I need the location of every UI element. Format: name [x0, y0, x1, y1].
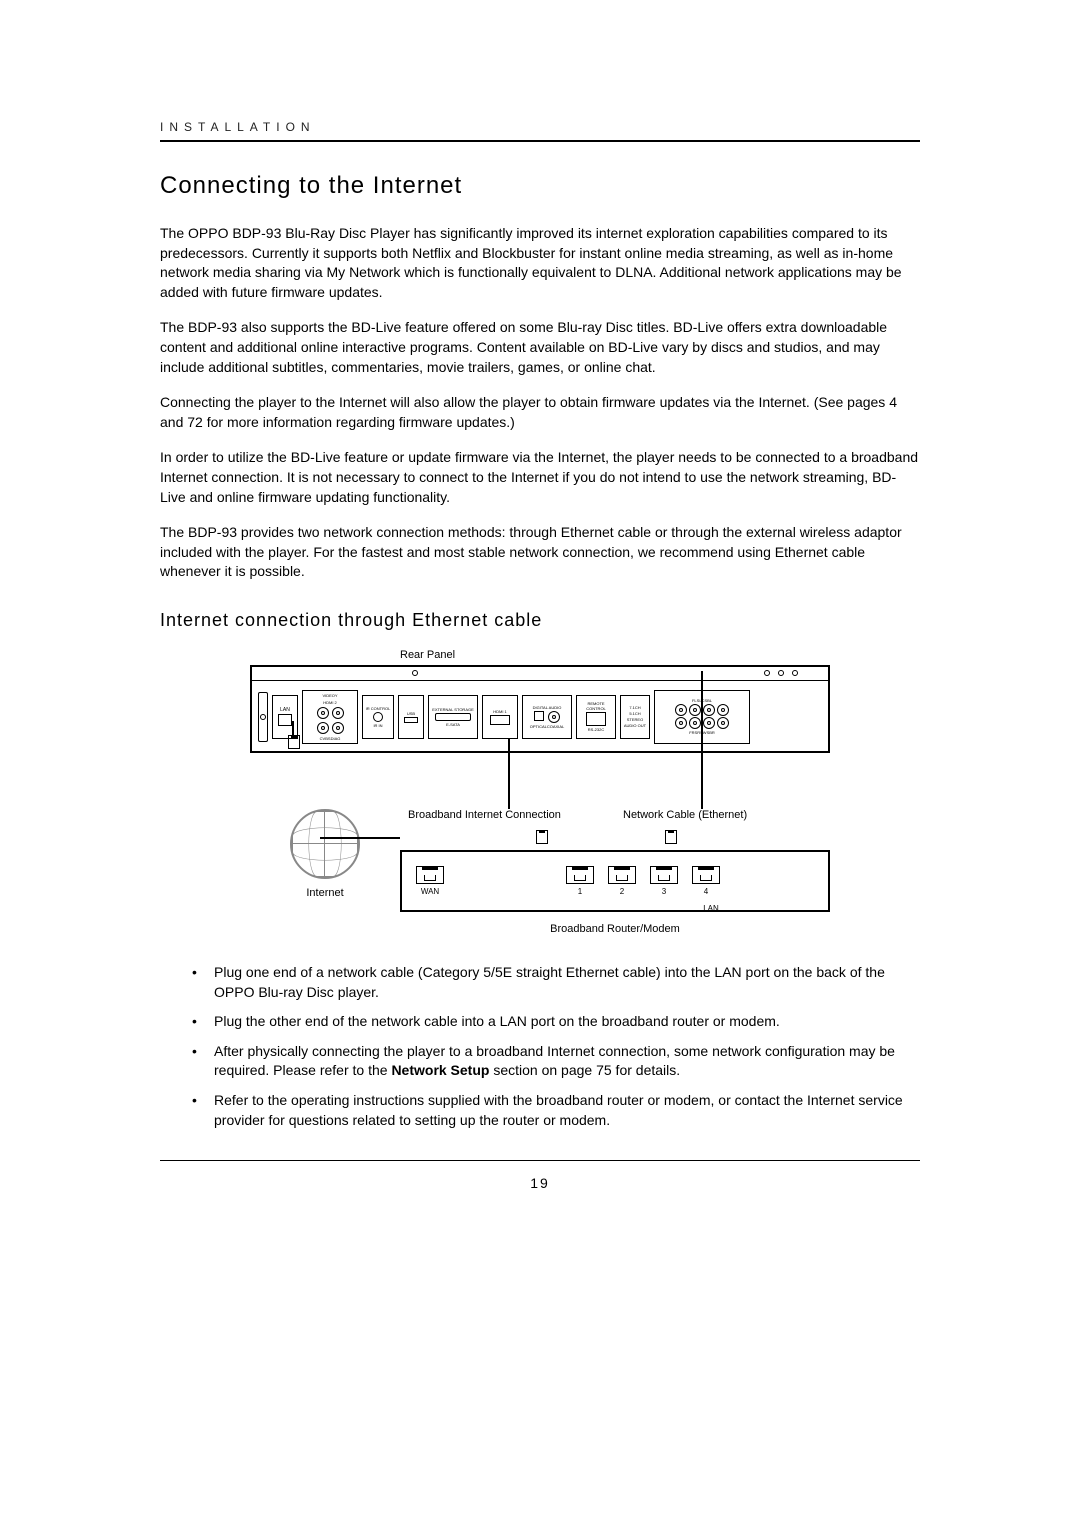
broadband-label: Broadband Internet Connection: [400, 809, 615, 822]
page-header: INSTALLATION: [160, 120, 920, 142]
power-port: [258, 692, 268, 742]
bullet-3: After physically connecting the player t…: [192, 1042, 920, 1081]
router-lan-port: 3: [650, 866, 678, 896]
lan-label: LAN: [280, 707, 290, 713]
hdmi1-port: HDMI 1: [482, 695, 518, 739]
cable-lines: [400, 739, 830, 809]
screw-icon: [412, 670, 418, 676]
lan-label-row: LAN: [511, 904, 719, 913]
router-lan-port: 4: [692, 866, 720, 896]
internet-label: Internet: [306, 887, 343, 899]
screw-icon: [792, 670, 798, 676]
subtitle: Internet connection through Ethernet cab…: [160, 610, 920, 631]
bullet-3-bold: Network Setup: [391, 1062, 489, 1078]
ethernet-plug-icon: [665, 830, 677, 844]
network-cable-label: Network Cable (Ethernet): [615, 809, 830, 822]
hdmi2-video-block: VIDEOY HDMI 2 CVBSDIAG: [302, 690, 358, 744]
router-label: Broadband Router/Modem: [550, 923, 680, 935]
paragraph-2: The BDP-93 also supports the BD-Live fea…: [160, 318, 920, 377]
globe-icon: [290, 809, 360, 879]
ethernet-plug-icon: [536, 830, 548, 844]
paragraph-3: Connecting the player to the Internet wi…: [160, 393, 920, 432]
section-label: INSTALLATION: [160, 120, 920, 134]
page-number: 19: [530, 1175, 550, 1191]
connection-diagram: Rear Panel LAN VIDEOY HDMI 2 CVBSDIAG: [250, 649, 830, 935]
paragraph-1: The OPPO BDP-93 Blu-Ray Disc Player has …: [160, 224, 920, 302]
esata-port: EXTERNAL STORAGE E-SATA: [428, 695, 478, 739]
router-lan-port: 2: [608, 866, 636, 896]
router-lan-port: 1: [566, 866, 594, 896]
ir-port: IR CONTROL IR IN: [362, 695, 394, 739]
globe-to-router-line: [320, 837, 400, 839]
bullet-1: Plug one end of a network cable (Categor…: [192, 963, 920, 1002]
channel-block: 7.1CH 5.1CH STEREO AUDIO OUT: [620, 695, 650, 739]
page-title: Connecting to the Internet: [160, 172, 920, 200]
bullet-4: Refer to the operating instructions supp…: [192, 1091, 920, 1130]
router-wan-port: WAN: [416, 866, 444, 896]
page-footer: 19: [160, 1160, 920, 1191]
router-box: WAN 1 2 3 4: [400, 850, 830, 912]
remote-control-port: REMOTE CONTROL RS-232C: [576, 695, 616, 739]
digital-audio-port: DIGITAL AUDIO OPTICALCOAXIAL: [522, 695, 572, 739]
paragraph-5: The BDP-93 provides two network connecti…: [160, 523, 920, 582]
bullet-3-text-c: section on page 75 for details.: [489, 1062, 680, 1078]
rear-panel-label: Rear Panel: [250, 649, 830, 661]
paragraph-4: In order to utilize the BD-Live feature …: [160, 448, 920, 507]
screw-icon: [764, 670, 770, 676]
screw-icon: [778, 670, 784, 676]
lan-cable-stub: [288, 721, 298, 755]
bullet-2: Plug the other end of the network cable …: [192, 1012, 920, 1032]
network-diagram: Internet Broadband Internet Connection N…: [250, 809, 830, 935]
instruction-list: Plug one end of a network cable (Categor…: [160, 963, 920, 1130]
usb-port: USB: [398, 695, 424, 739]
